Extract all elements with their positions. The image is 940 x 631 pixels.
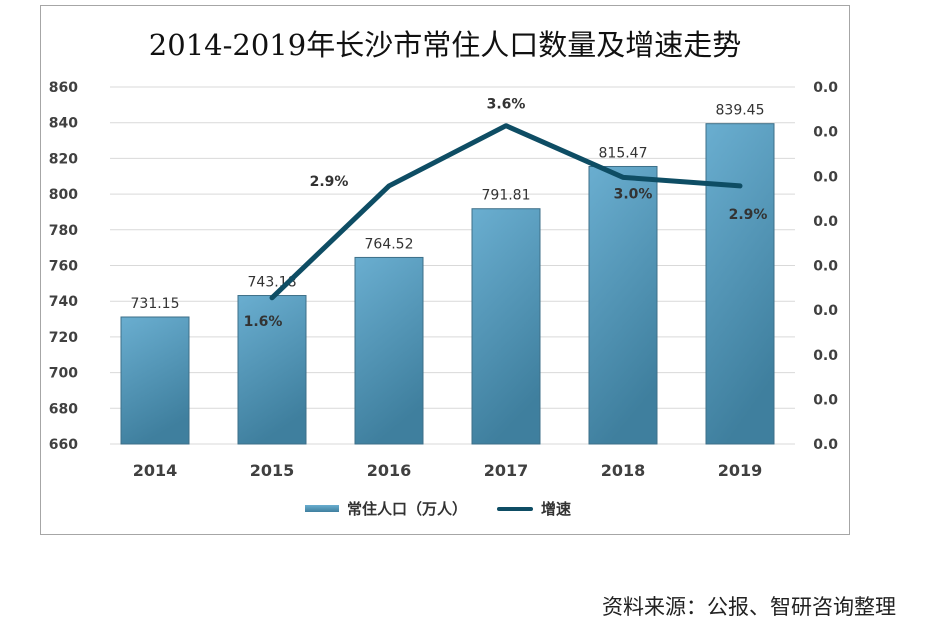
y2-tick-label: 0.0 <box>813 437 838 453</box>
y2-tick-label: 0.0 <box>813 125 838 141</box>
x-tick-label: 2014 <box>133 461 178 480</box>
line-data-label: 2.9% <box>310 174 349 190</box>
legend-swatch-bar <box>305 505 339 512</box>
legend-label-population: 常住人口（万人） <box>347 500 468 518</box>
x-tick-label: 2015 <box>250 461 295 480</box>
source-note: 资料来源：公报、智研咨询整理 <box>602 595 896 619</box>
legend: 常住人口（万人） 增速 <box>305 498 571 519</box>
y2-tick-label: 0.0 <box>813 80 838 96</box>
line-data-label: 1.6% <box>244 314 283 330</box>
bar <box>471 208 541 445</box>
bar-data-label: 791.81 <box>482 188 531 204</box>
bar <box>120 316 190 445</box>
bar <box>237 295 307 445</box>
x-tick-label: 2018 <box>601 461 646 480</box>
y2-tick-label: 0.0 <box>813 303 838 319</box>
line-data-label: 3.0% <box>614 186 653 202</box>
y-tick-label: 700 <box>49 366 78 382</box>
bar <box>588 165 658 445</box>
growth-line <box>269 123 743 301</box>
y-tick-label: 780 <box>49 223 78 239</box>
y-tick-label: 840 <box>49 116 78 132</box>
line-data-label: 2.9% <box>729 207 768 223</box>
y-tick-label: 820 <box>49 151 78 167</box>
bar-data-label: 731.15 <box>131 296 180 312</box>
bar-data-label: 839.45 <box>716 103 765 119</box>
y-tick-label: 720 <box>49 330 78 346</box>
chart-title: 2014-2019年长沙市常住人口数量及增速走势 <box>148 28 742 62</box>
y2-tick-label: 0.0 <box>813 169 838 185</box>
y-tick-label: 800 <box>49 187 78 203</box>
y-tick-label: 680 <box>49 401 78 417</box>
y2-tick-label: 0.0 <box>813 214 838 230</box>
y-tick-label: 660 <box>49 437 78 453</box>
bar <box>354 256 424 445</box>
legend-label-growth: 增速 <box>541 500 572 518</box>
bar-data-label: 764.52 <box>365 236 414 252</box>
y-tick-label: 760 <box>49 259 78 275</box>
x-tick-label: 2016 <box>367 461 412 480</box>
y2-tick-label: 0.0 <box>813 392 838 408</box>
x-tick-label: 2019 <box>718 461 763 480</box>
y2-tick-label: 0.0 <box>813 259 838 275</box>
y-tick-label: 860 <box>49 80 78 96</box>
y-tick-label: 740 <box>49 294 78 310</box>
bar <box>705 123 775 445</box>
y2-tick-label: 0.0 <box>813 348 838 364</box>
line-data-label: 3.6% <box>487 97 526 113</box>
legend-swatch-line <box>497 506 534 511</box>
bar-data-label: 815.47 <box>599 145 648 161</box>
x-tick-label: 2017 <box>484 461 529 480</box>
